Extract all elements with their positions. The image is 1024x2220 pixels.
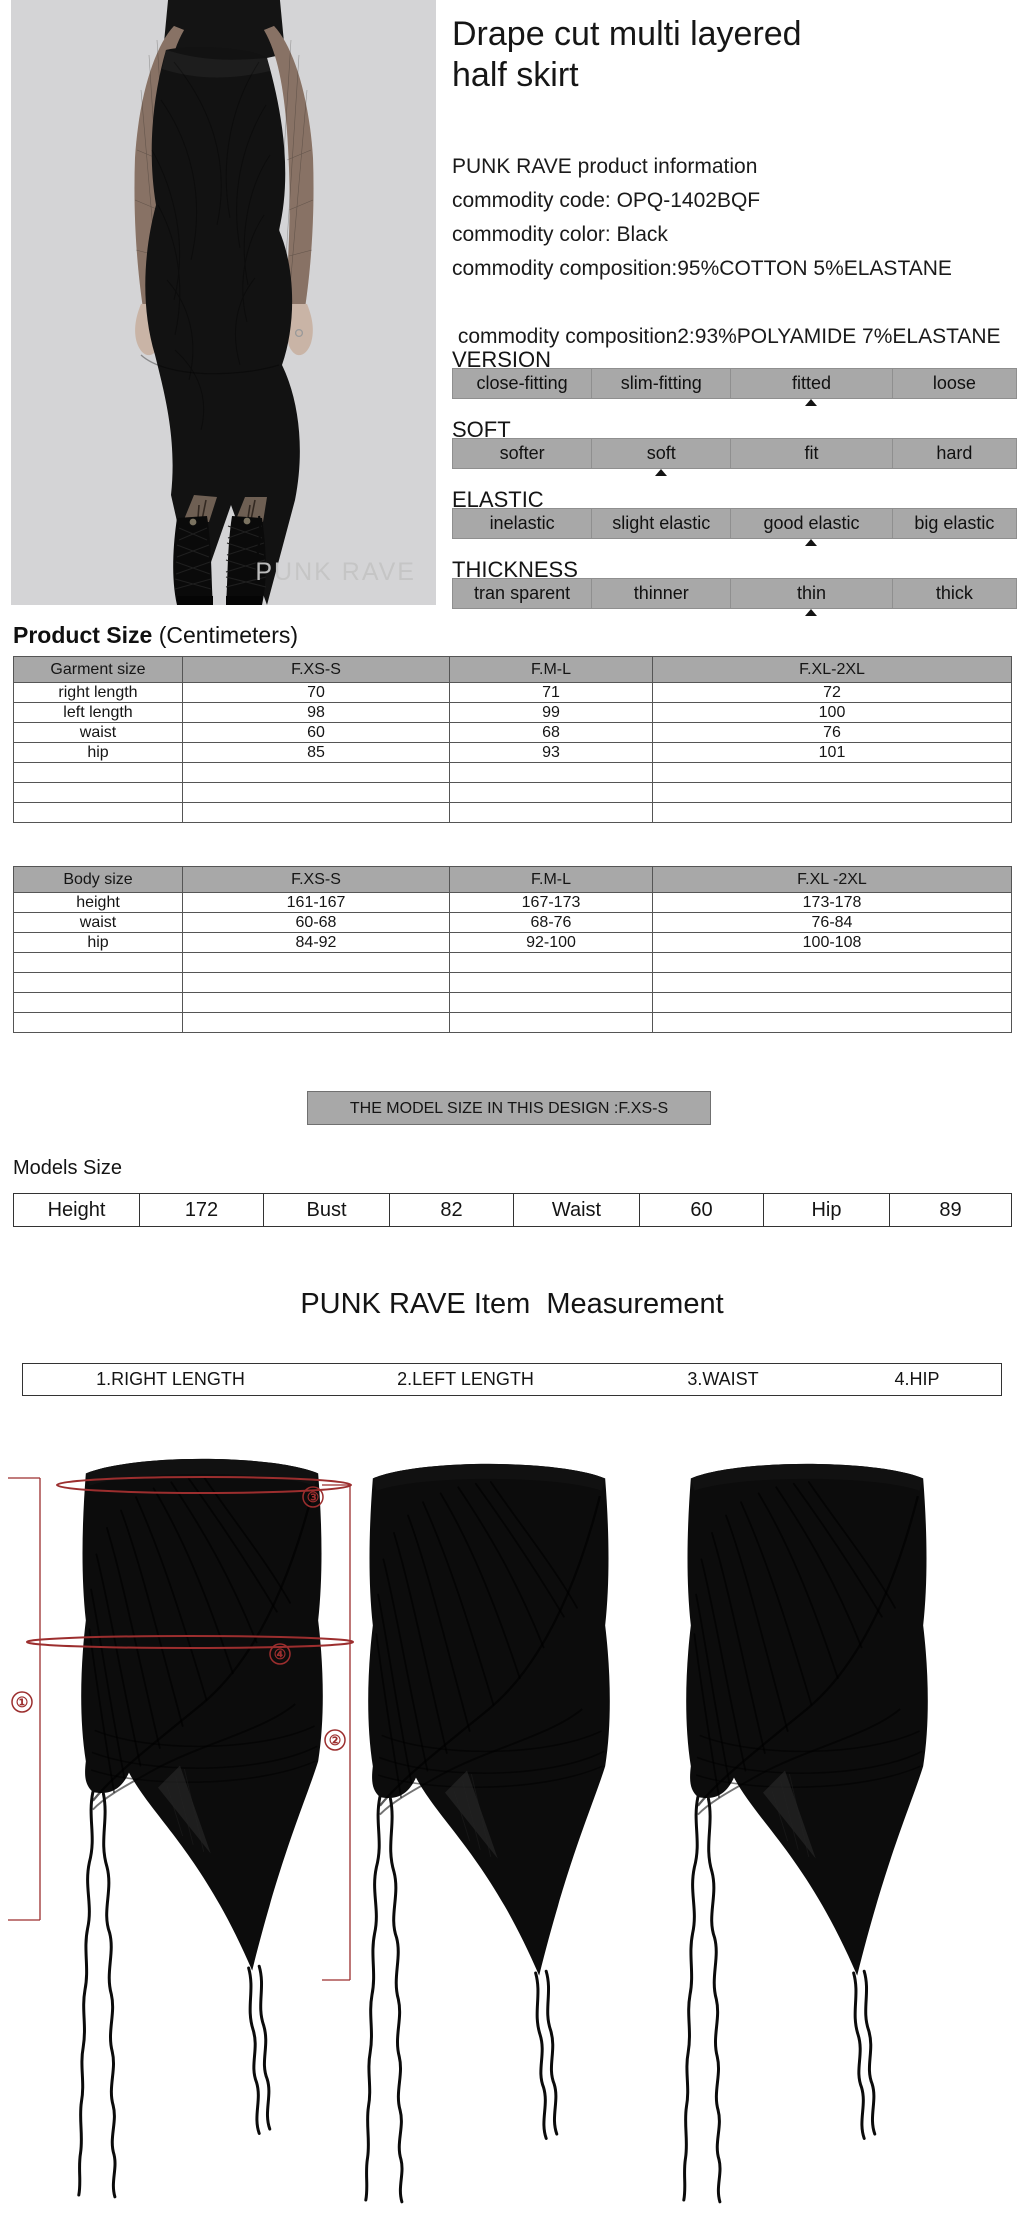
svg-text:④: ④ — [274, 1646, 287, 1662]
svg-text:PUNK RAVE: PUNK RAVE — [255, 558, 416, 586]
svg-text:②: ② — [329, 1732, 342, 1748]
svg-text:③: ③ — [307, 1489, 320, 1505]
svg-text:①: ① — [16, 1694, 29, 1710]
